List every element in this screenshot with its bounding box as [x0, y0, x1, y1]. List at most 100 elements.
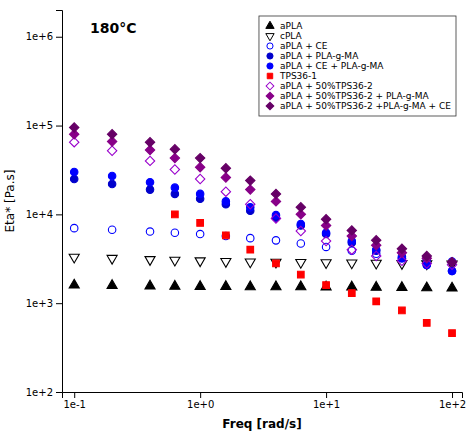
- point: [447, 282, 457, 291]
- point: [108, 180, 115, 187]
- tick-mark: [326, 392, 327, 398]
- point: [447, 257, 456, 266]
- legend-symbol: [266, 21, 274, 28]
- tick: 1e+1: [313, 392, 340, 410]
- point: [145, 257, 155, 266]
- legend: aPLAcPLAaPLA + CEaPLA + PLA-g-MAaPLA + C…: [259, 16, 456, 116]
- point: [197, 220, 204, 227]
- series: [69, 279, 457, 291]
- legend-item: TPS36-1: [267, 71, 317, 81]
- point: [170, 257, 180, 266]
- tick-mark: [56, 303, 62, 304]
- tick: 1e+4: [26, 209, 62, 220]
- tick-mark: [74, 392, 75, 398]
- point: [70, 168, 77, 175]
- legend-symbol: [267, 73, 272, 78]
- point: [107, 255, 117, 264]
- point: [321, 281, 331, 290]
- series: [70, 123, 457, 267]
- y-axis-title: Eta* [Pa.s]: [3, 170, 17, 233]
- plot-area: 1e-11e+01e+11e+21e+21e+31e+41e+51e+6Freq…: [3, 11, 466, 432]
- point: [196, 230, 203, 237]
- point: [397, 282, 407, 291]
- tick-mark: [452, 392, 453, 398]
- legend-label: aPLA + CE: [280, 41, 328, 51]
- point: [171, 229, 178, 236]
- tick: 1e+3: [26, 298, 62, 309]
- point: [245, 281, 255, 290]
- tick-label: 1e+3: [26, 298, 53, 309]
- tick-mark: [56, 37, 62, 38]
- point: [271, 214, 280, 223]
- tick-label: 1e+5: [26, 120, 53, 131]
- legend-symbol: [266, 34, 274, 41]
- point: [146, 178, 153, 185]
- point: [271, 189, 280, 198]
- legend-label: TPS36-1: [279, 71, 317, 81]
- point: [296, 226, 305, 235]
- point: [371, 260, 381, 269]
- point: [172, 211, 179, 218]
- axis-line: [63, 393, 463, 399]
- series: [70, 175, 455, 275]
- point: [69, 279, 79, 288]
- point: [448, 267, 455, 274]
- point: [347, 281, 357, 290]
- point: [397, 244, 406, 253]
- point: [195, 174, 204, 183]
- point: [70, 175, 77, 182]
- point: [70, 224, 77, 231]
- point: [171, 184, 178, 191]
- point: [195, 281, 205, 290]
- tick-mark: [56, 214, 62, 215]
- point: [321, 215, 330, 224]
- tick-label: 1e+2: [26, 387, 53, 398]
- point: [145, 156, 154, 165]
- point: [246, 176, 255, 185]
- point: [195, 153, 204, 162]
- point: [372, 251, 381, 260]
- point: [195, 258, 205, 267]
- point: [245, 259, 255, 268]
- tick-label: 1e+1: [313, 399, 340, 410]
- legend-item: aPLA + PLA-g-MA: [267, 51, 359, 61]
- point: [247, 234, 254, 241]
- point: [107, 129, 116, 138]
- tick: 1e+2: [439, 392, 466, 410]
- series: [69, 254, 457, 270]
- point: [107, 280, 117, 289]
- point: [273, 260, 280, 267]
- point: [272, 237, 279, 244]
- tick-label: 1e+6: [26, 31, 53, 42]
- point: [69, 254, 79, 263]
- point: [170, 153, 179, 162]
- tick-mark: [200, 392, 201, 398]
- point: [347, 260, 357, 269]
- tick-label: 1e+0: [187, 399, 214, 410]
- point: [145, 137, 154, 146]
- legend-item: aPLA + CE: [267, 41, 328, 51]
- point: [322, 243, 329, 250]
- point: [323, 282, 330, 289]
- legend-label: aPLA + CE + PLA-g-MA: [280, 61, 384, 71]
- point: [449, 330, 456, 337]
- point: [107, 146, 116, 155]
- point: [296, 281, 306, 290]
- point: [371, 281, 381, 290]
- legend-symbol: [266, 92, 274, 100]
- series: [70, 137, 457, 269]
- point: [108, 226, 115, 233]
- series: [70, 168, 455, 275]
- tick-mark: [56, 126, 62, 127]
- point: [146, 186, 153, 193]
- legend-label: aPLA: [280, 21, 303, 31]
- tick-label: 1e+2: [439, 399, 466, 410]
- point: [448, 267, 455, 274]
- legend-box: [259, 16, 456, 116]
- tick-label: 1e+4: [26, 209, 53, 220]
- point: [145, 280, 155, 289]
- point: [271, 259, 281, 268]
- legend-item: cPLA: [266, 31, 303, 41]
- point: [221, 187, 230, 196]
- tick-label: 1e-1: [63, 399, 86, 410]
